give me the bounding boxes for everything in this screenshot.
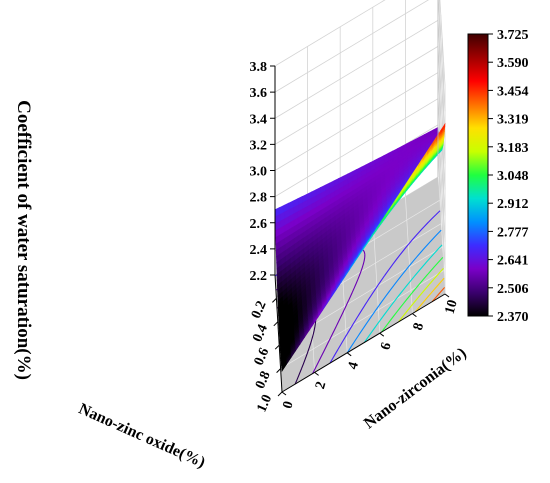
- colorbar-tick-label: 3.319: [497, 113, 529, 128]
- z-tick-label: 3.2: [250, 138, 268, 153]
- y-axis-label: Nano-zirconia(%): [361, 345, 470, 433]
- z-tick-label: 2.4: [250, 243, 268, 258]
- colorbar-tick-label: 2.506: [497, 282, 529, 297]
- x-axis-label: Nano-zinc oxide(%): [76, 400, 208, 471]
- colorbar-tick-label: 2.912: [497, 197, 529, 212]
- colorbar-tick-label: 2.641: [497, 254, 529, 269]
- y-tick-label: 10: [442, 298, 460, 316]
- projected-contours: [274, 210, 446, 385]
- z-axis-ticks: 2.2 2.4 2.6 2.8 3.0 3.2 3.4 3.6 3.8: [250, 60, 275, 284]
- z-axis-label: Coefficient of water saturation(%): [13, 100, 34, 380]
- z-tick-label: 3.4: [250, 112, 268, 127]
- response-surface: [274, 122, 446, 372]
- x-tick-label: 0.8: [253, 369, 274, 391]
- colorbar-tick-label: 3.183: [497, 141, 529, 156]
- colorbar-tick-label: 3.454: [497, 84, 529, 99]
- x-tick-label: 0.2: [249, 299, 270, 321]
- colorbar: 3.725 3.590 3.454 3.319 3.183 3.048 2.912 2.777…: [467, 28, 529, 325]
- y-tick-label: 6: [378, 341, 394, 352]
- y-tick-label: 2: [313, 380, 329, 391]
- colorbar-tick-label: 2.370: [497, 310, 529, 325]
- z-tick-label: 3.6: [250, 86, 268, 101]
- x-tick-label: 1.0: [254, 393, 275, 415]
- y-tick-label: 0: [280, 400, 296, 411]
- y-tick-label: 4: [346, 360, 362, 371]
- y-axis-ticks: 0 2 4 6 8 10: [280, 293, 461, 411]
- y-tick-label: 8: [411, 321, 427, 332]
- colorbar-tick-label: 3.725: [497, 28, 529, 43]
- z-tick-label: 2.8: [250, 191, 268, 206]
- colorbar-gradient: [467, 33, 489, 317]
- z-tick-label: 3.8: [250, 60, 268, 75]
- z-tick-label: 2.6: [250, 217, 268, 232]
- x-tick-label: 0.4: [250, 322, 271, 344]
- z-tick-label: 2.2: [250, 269, 268, 284]
- x-tick-label: 0.6: [252, 346, 273, 368]
- colorbar-tick-label: 2.777: [497, 225, 529, 240]
- colorbar-tick-label: 3.048: [497, 169, 529, 184]
- colorbar-ticks: 3.725 3.590 3.454 3.319 3.183 3.048 2.912 2.777…: [488, 28, 529, 325]
- colorbar-tick-label: 3.590: [497, 56, 529, 71]
- z-tick-label: 3.0: [250, 165, 268, 180]
- x-axis-ticks: 0.20.40.60.81.0: [249, 298, 283, 415]
